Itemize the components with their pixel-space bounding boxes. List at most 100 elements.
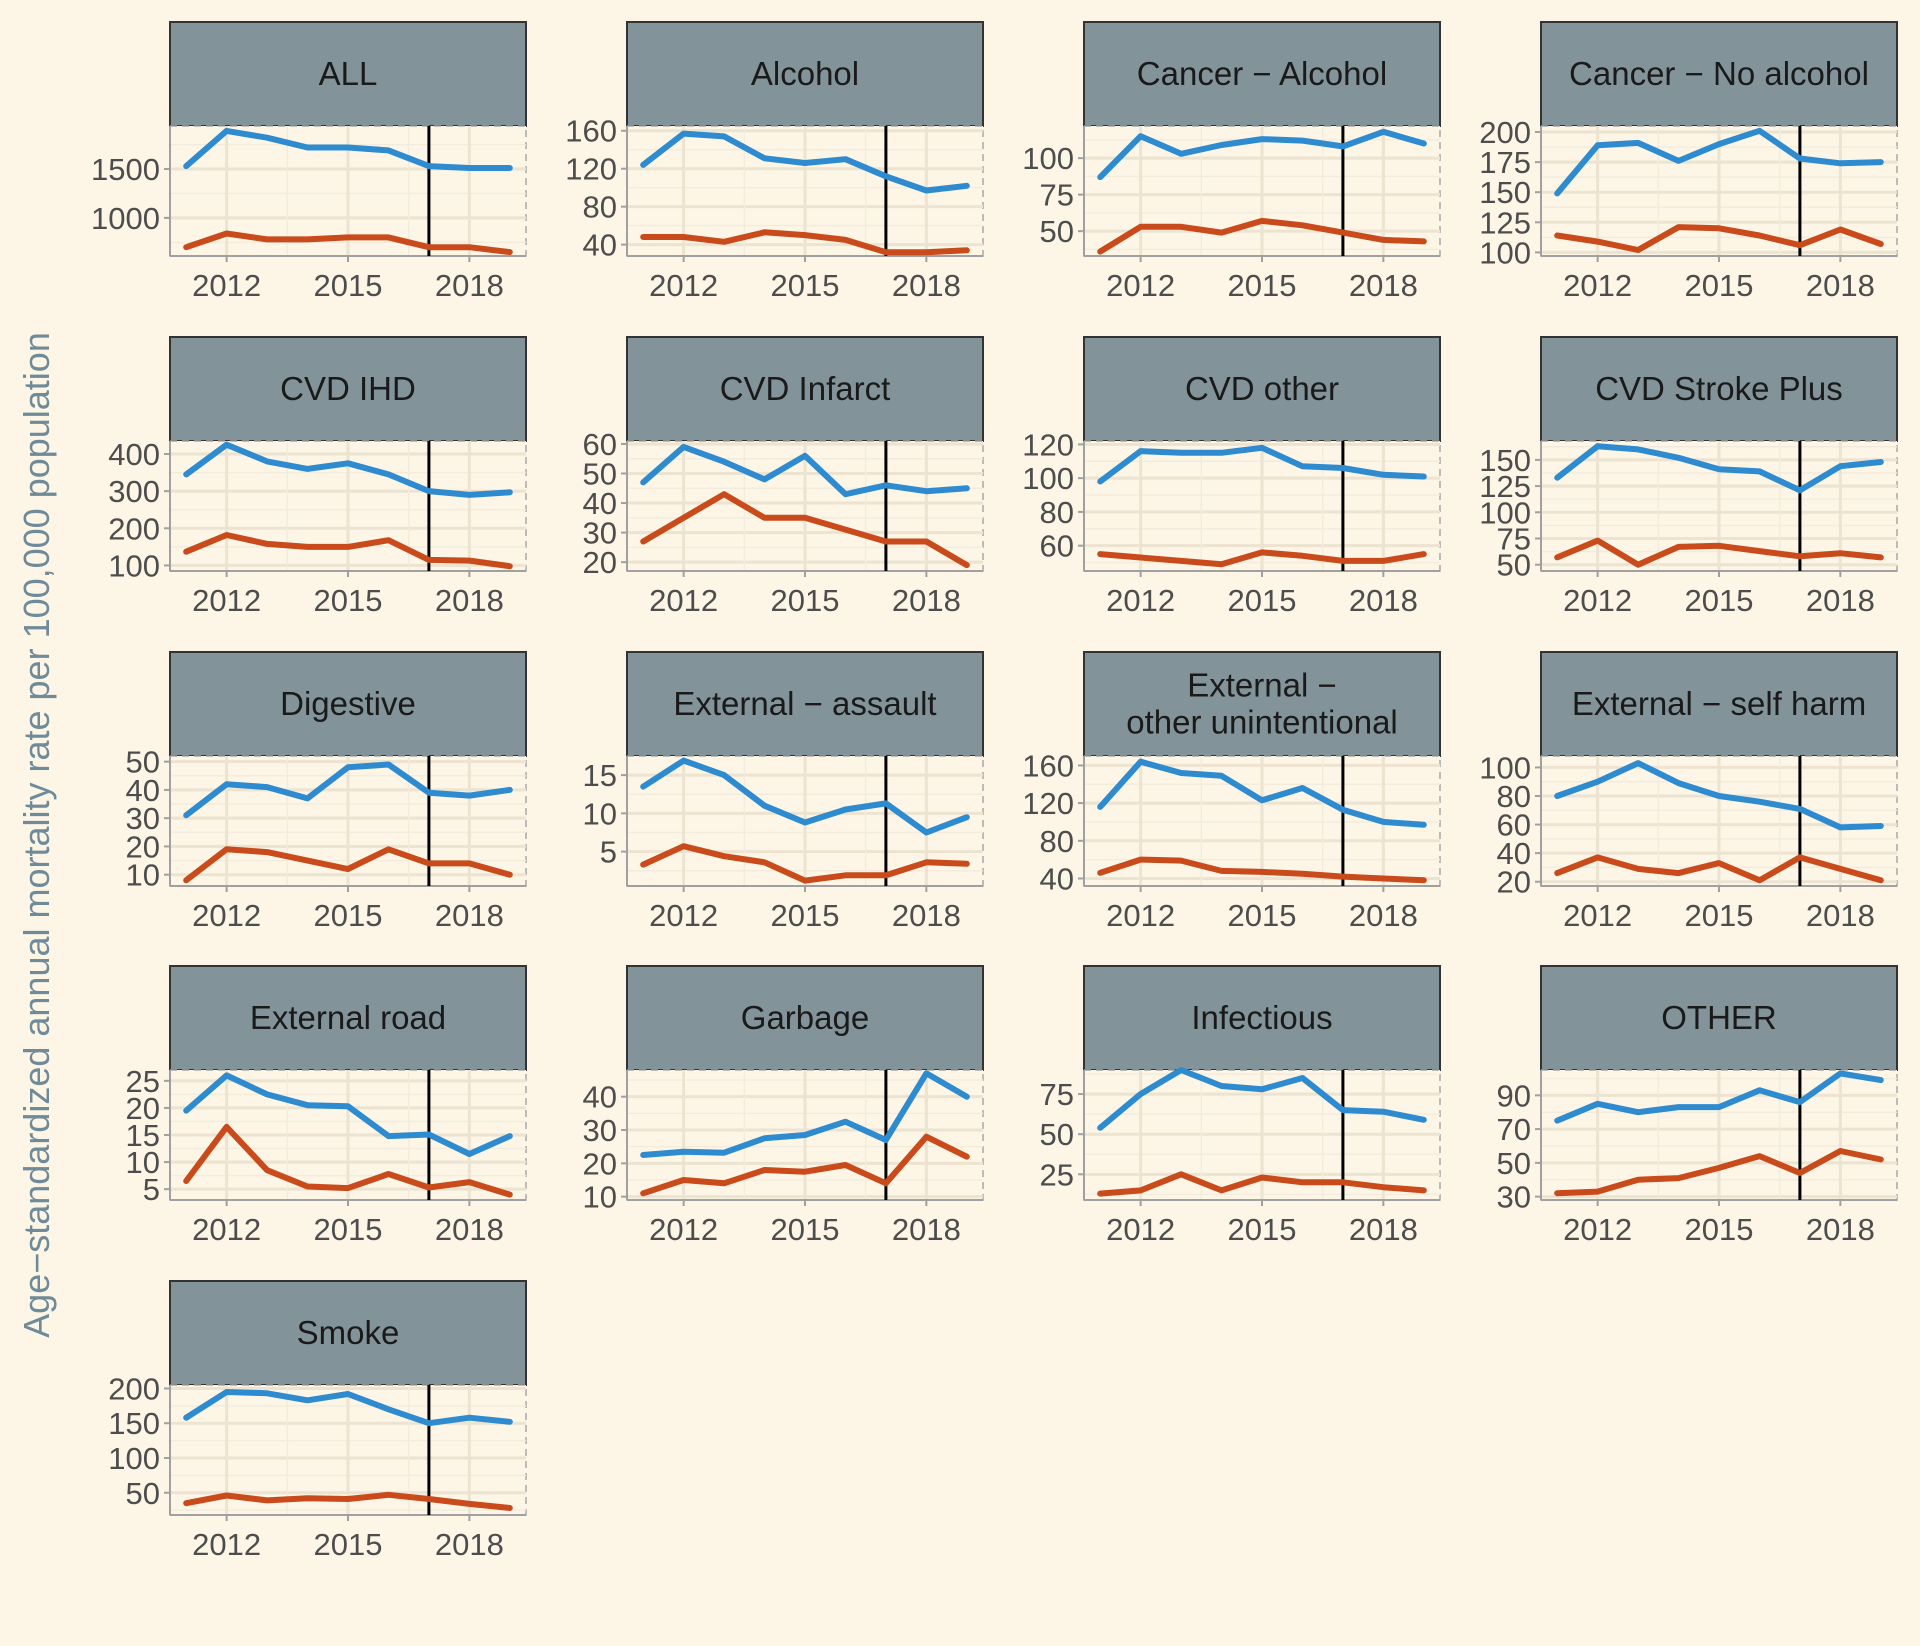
strip-title-smoke: Smoke (297, 1314, 400, 1351)
x-tick-label: 2012 (1563, 583, 1632, 618)
y-tick-label: 200 (1479, 115, 1531, 150)
y-tick-label: 100 (108, 1441, 160, 1476)
strip-cvd-other (1083, 336, 1441, 442)
y-tick-label: 125 (1479, 205, 1531, 240)
y-tick-label: 75 (1040, 1077, 1074, 1112)
y-tick-label: 30 (583, 516, 617, 551)
x-tick-label: 2015 (1228, 583, 1297, 618)
strip-external-road (169, 965, 527, 1071)
y-tick-label: 50 (1497, 548, 1531, 583)
y-tick-label: 30 (583, 1113, 617, 1148)
x-tick-label: 2018 (1349, 898, 1418, 933)
strip-title-alcohol: Alcohol (751, 55, 859, 92)
series-line-series-a (1097, 758, 1427, 828)
y-tick-label: 200 (108, 511, 160, 546)
strip-cvd-infarct (626, 336, 984, 442)
x-tick-label: 2018 (1806, 898, 1875, 933)
y-tick-label: 75 (1497, 522, 1531, 557)
strip-other (1540, 965, 1898, 1071)
y-axis-title: Age−standardized annual mortality rate p… (16, 332, 57, 1338)
x-tick-label: 2018 (892, 898, 961, 933)
strip-title-cvd-stroke-plus: CVD Stroke Plus (1595, 370, 1843, 407)
x-tick-label: 2015 (314, 898, 383, 933)
y-tick-label: 50 (1040, 214, 1074, 249)
x-tick-label: 2018 (435, 898, 504, 933)
strip-title-cvd-other: CVD other (1185, 370, 1339, 407)
y-tick-label: 90 (1497, 1078, 1531, 1113)
y-tick-label: 30 (126, 801, 160, 836)
x-tick-label: 2015 (314, 1527, 383, 1562)
strip-title-external-road: External road (250, 999, 446, 1036)
x-tick-label: 2012 (649, 268, 718, 303)
x-tick-label: 2012 (1106, 1212, 1175, 1247)
y-tick-label: 120 (1022, 786, 1074, 821)
x-tick-label: 2015 (1228, 898, 1297, 933)
series-line-series-b (183, 1491, 513, 1511)
x-tick-label: 2018 (1349, 1212, 1418, 1247)
strip-title-cvd-ihd: CVD IHD (280, 370, 416, 407)
y-tick-label: 40 (126, 773, 160, 808)
y-tick-label: 120 (565, 152, 617, 187)
y-tick-label: 80 (583, 190, 617, 225)
strip-title-external-assault: External − assault (673, 685, 936, 722)
series-line-series-a (640, 130, 970, 194)
y-tick-label: 400 (108, 437, 160, 472)
x-tick-label: 2015 (771, 898, 840, 933)
series-line-series-b (183, 532, 513, 570)
strip-title-cvd-infarct: CVD Infarct (720, 370, 891, 407)
y-tick-label: 25 (126, 1064, 160, 1099)
x-tick-label: 2012 (649, 583, 718, 618)
y-tick-label: 40 (583, 486, 617, 521)
series-line-series-a (1097, 128, 1427, 181)
series-line-series-b (1554, 224, 1884, 253)
x-tick-label: 2018 (892, 1212, 961, 1247)
y-tick-label: 50 (126, 745, 160, 780)
x-tick-label: 2012 (1106, 268, 1175, 303)
strip-cancer-alcohol (1083, 21, 1441, 127)
series-line-series-b (1554, 854, 1884, 884)
x-tick-label: 2015 (314, 583, 383, 618)
x-tick-label: 2018 (892, 268, 961, 303)
strip-title-all: ALL (319, 55, 378, 92)
y-tick-label: 25 (1040, 1157, 1074, 1192)
y-tick-label: 20 (583, 545, 617, 580)
gridlines-cvd-stroke-plus (1541, 441, 1897, 571)
x-tick-label: 2018 (435, 268, 504, 303)
x-tick-label: 2012 (192, 268, 261, 303)
y-tick-label: 100 (1479, 235, 1531, 270)
y-tick-label: 5 (600, 835, 617, 870)
y-tick-label: 175 (1479, 145, 1531, 180)
x-tick-label: 2012 (1563, 1212, 1632, 1247)
strip-external-assault (626, 651, 984, 757)
y-tick-label: 100 (108, 548, 160, 583)
x-tick-label: 2015 (1685, 268, 1754, 303)
y-tick-label: 10 (126, 1145, 160, 1180)
series-line-series-a (1554, 443, 1884, 494)
strip-title-cancer-no-alcohol: Cancer − No alcohol (1569, 55, 1869, 92)
strip-title-cancer-alcohol: Cancer − Alcohol (1137, 55, 1387, 92)
strip-alcohol (626, 21, 984, 127)
x-tick-label: 2015 (1228, 1212, 1297, 1247)
panel-all: ALL 1000 1500 2012 2015 2018 (91, 21, 527, 303)
y-tick-label: 60 (1040, 529, 1074, 564)
series-line-series-b (183, 846, 513, 884)
y-tick-label: 40 (583, 228, 617, 263)
y-tick-label: 50 (1497, 1146, 1531, 1181)
y-tick-label: 20 (583, 1146, 617, 1181)
y-tick-label: 120 (1022, 427, 1074, 462)
y-tick-label: 80 (1040, 824, 1074, 859)
x-tick-label: 2012 (1106, 898, 1175, 933)
y-tick-label: 60 (1497, 808, 1531, 843)
strip-cancer-no-alcohol (1540, 21, 1898, 127)
